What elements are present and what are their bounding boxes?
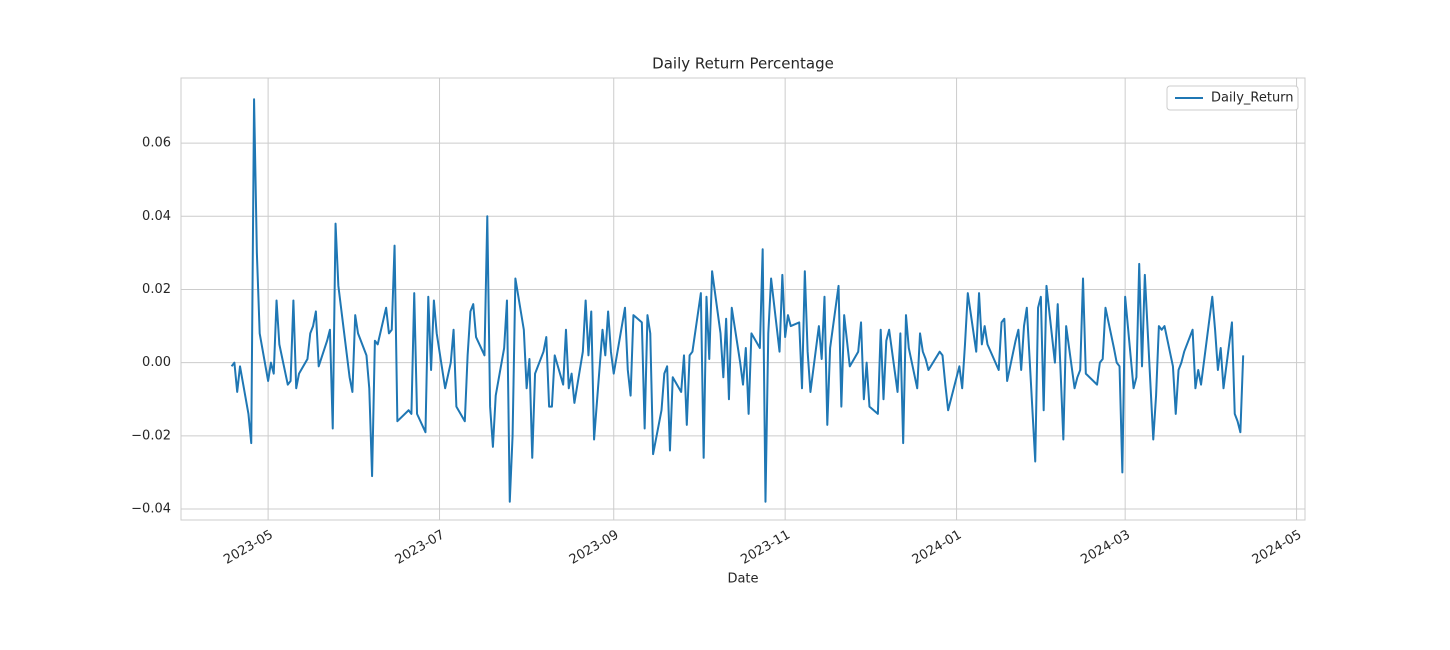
x-tick-label: 2024-05 [1250,528,1305,568]
y-tick-label: −0.04 [131,502,171,517]
chart-title: Daily Return Percentage [652,55,834,73]
y-tick-label: −0.02 [131,428,171,443]
legend-label: Daily_Return [1211,91,1294,106]
x-tick-label: 2023-07 [393,528,448,568]
y-tick-label: 0.00 [142,355,171,370]
plot-frame [180,77,1306,521]
x-tick-label: 2023-09 [567,528,622,568]
y-tick-label: 0.02 [142,282,171,297]
x-tick-label: 2024-03 [1078,528,1133,568]
legend-box [1166,85,1299,111]
y-tick-label: 0.04 [142,209,171,224]
x-tick-label: 2023-11 [738,528,793,568]
x-tick-label: 2023-05 [221,528,276,568]
x-axis-label: Date [727,572,758,587]
x-tick-label: 2024-01 [910,528,965,568]
legend: Daily_Return [1166,85,1299,111]
y-tick-label: 0.06 [142,136,171,151]
data-line [230,98,1245,503]
